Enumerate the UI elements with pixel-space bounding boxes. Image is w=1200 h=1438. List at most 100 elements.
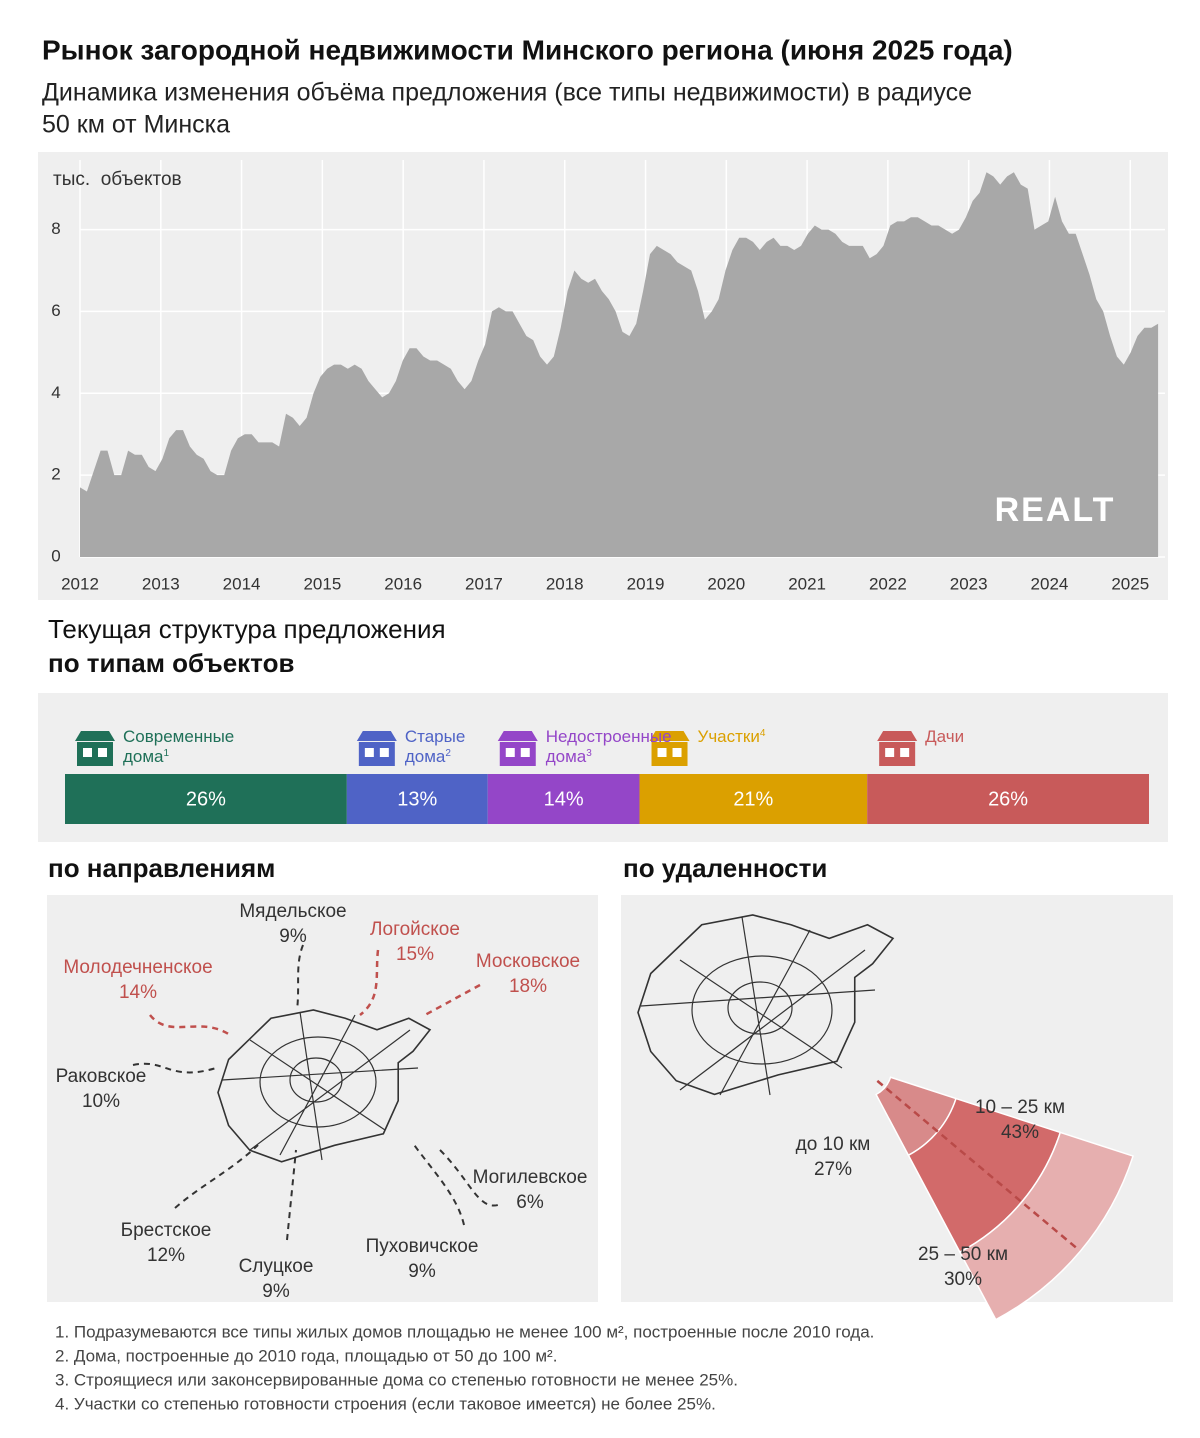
icon-window: [672, 748, 682, 757]
icon-window: [900, 748, 910, 757]
bar-segment: [487, 774, 640, 824]
legend-icon: [649, 731, 690, 766]
y-tick-label: 6: [51, 301, 60, 320]
value-label: 14%: [544, 788, 584, 810]
legend-entry: Дачи: [925, 727, 1025, 747]
area: [80, 172, 1159, 558]
icon-window: [98, 748, 107, 757]
direction-value: 9%: [262, 1281, 290, 1302]
legend-entry: Недостроенные дома3: [546, 727, 696, 767]
legend-entry: Участки4: [698, 727, 818, 747]
icon-window: [83, 748, 92, 757]
direction-label: Логойское: [370, 919, 460, 940]
section-title: по удаленности: [623, 853, 827, 883]
direction-label: Мядельское: [239, 901, 346, 922]
icon-window: [657, 748, 667, 757]
legend-note: 1: [163, 748, 170, 759]
direction-value: 15%: [396, 944, 434, 965]
distance-label: 10 – 25 км: [975, 1097, 1065, 1118]
section-subtitle: по типам объектов: [48, 648, 294, 678]
bar-segment: [346, 774, 488, 824]
icon-roof: [877, 731, 918, 741]
direction-connectors: [132, 944, 499, 1241]
x-tick-label: 2024: [1031, 574, 1069, 593]
legend-icon: [877, 731, 918, 766]
direction-value: 12%: [147, 1245, 185, 1266]
footnote: 3. Строящиеся или законсервированные дом…: [55, 1370, 738, 1389]
x-tick-label: 2020: [707, 574, 745, 593]
x-tick-label: 2014: [223, 574, 261, 593]
legend-icon: [75, 731, 115, 766]
direction-value: 9%: [279, 926, 307, 947]
x-tick-label: 2022: [869, 574, 907, 593]
legend-icon: [356, 731, 397, 766]
icon-body: [879, 742, 916, 766]
y-axis-label: тыс. объектов: [53, 169, 182, 190]
legend-label: Недостроенные дома: [545, 727, 672, 766]
x-tick-label: 2023: [950, 574, 988, 593]
direction-label: Пуховичское: [366, 1236, 479, 1257]
bar-segment: [65, 774, 347, 824]
x-tick-label: 2016: [384, 574, 422, 593]
x-tick-label: 2017: [465, 574, 503, 593]
x-tick-label: 2021: [788, 574, 826, 593]
x-tick-label: 2012: [61, 574, 99, 593]
icon-roof: [497, 731, 538, 741]
direction-label: Молодечненское: [63, 957, 212, 978]
direction-label: Могилевское: [473, 1167, 588, 1188]
distance-value: 27%: [814, 1159, 852, 1180]
x-tick-label: 2018: [546, 574, 584, 593]
y-tick-label: 4: [51, 383, 60, 402]
legend-note: 2: [445, 748, 451, 759]
value-label: 26%: [186, 788, 226, 810]
icon-roof: [356, 731, 397, 741]
footnote: 4. Участки со степенью готовности строен…: [55, 1394, 716, 1413]
icon-window: [379, 748, 389, 757]
subtitle-line: 50 км от Минска: [42, 111, 230, 139]
legend-note: 4: [759, 728, 766, 739]
distance-value: 30%: [944, 1269, 982, 1290]
x-tick-label: 2015: [303, 574, 341, 593]
bar-segment: [639, 774, 868, 824]
y-tick-label: 0: [51, 546, 60, 565]
distance-sector: [958, 1131, 1134, 1321]
icon-body: [77, 742, 113, 766]
bar-segment: [867, 774, 1149, 824]
map-panel: [47, 895, 598, 1302]
legend-icon: [497, 731, 538, 766]
icon-body: [358, 742, 395, 766]
icon-window: [364, 748, 374, 757]
legend-label: Старые дома: [404, 727, 466, 766]
icon-window: [520, 748, 530, 757]
legend-label: Современные дома: [123, 727, 235, 766]
title: Рынок загородной недвижимости Минского р…: [42, 34, 1013, 65]
value-label: 26%: [988, 788, 1028, 810]
legend-entry: Старые дома2: [405, 727, 480, 767]
footnote: 1. Подразумеваются все типы жилых домов …: [55, 1322, 874, 1341]
subtitle-line: Динамика изменения объёма предложения (в…: [42, 79, 972, 107]
legend-label: Участки: [697, 727, 760, 746]
icon-window: [505, 748, 515, 757]
y-tick-label: 2: [51, 465, 60, 484]
logo: REALT: [995, 491, 1116, 529]
direction-value: 18%: [509, 976, 547, 997]
city-map: [638, 915, 893, 1095]
direction-label: Слуцкое: [239, 1256, 314, 1277]
city-map: [218, 1010, 430, 1162]
x-tick-label: 2013: [142, 574, 180, 593]
direction-value: 9%: [408, 1261, 436, 1282]
section-title: Текущая структура предложения: [48, 614, 446, 644]
sector-axis: [876, 1079, 1078, 1249]
direction-label: Раковское: [56, 1066, 147, 1087]
icon-body: [499, 742, 536, 766]
distance-value: 43%: [1001, 1122, 1039, 1143]
direction-value: 14%: [119, 982, 157, 1003]
y-tick-label: 8: [51, 219, 60, 238]
section-title: по направлениям: [48, 853, 275, 883]
direction-label: Брестское: [121, 1220, 212, 1241]
legend-entry: Современные дома1: [123, 727, 253, 767]
value-label: 13%: [397, 788, 437, 810]
icon-roof: [75, 731, 115, 741]
legend-label: Дачи: [925, 727, 965, 746]
